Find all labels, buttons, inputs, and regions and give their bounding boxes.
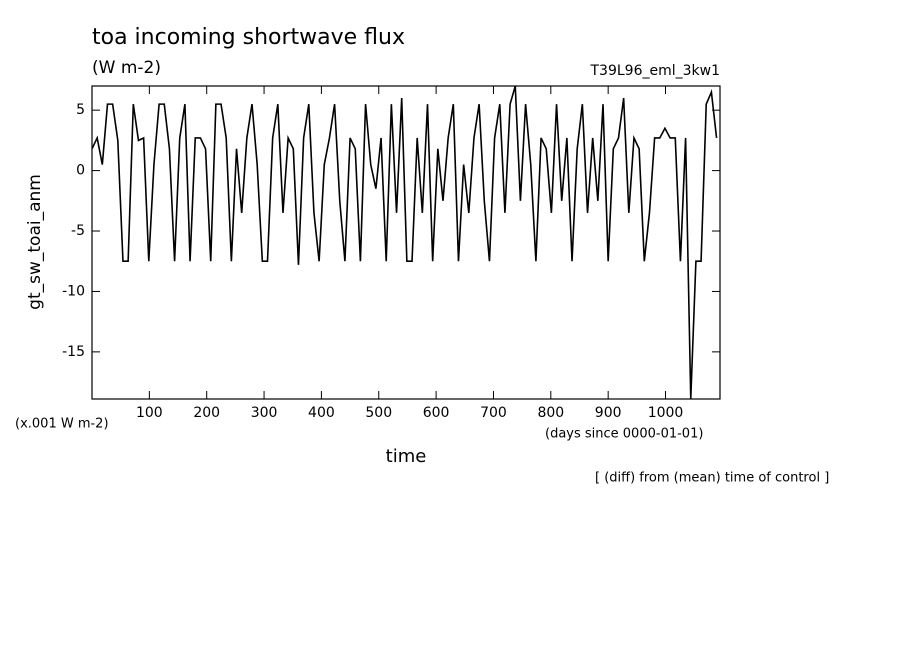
x-tick-label: 800	[537, 405, 564, 421]
x-tick-label: 900	[595, 405, 622, 421]
x-tick-label: 600	[423, 405, 450, 421]
x-tick-label: 400	[308, 405, 335, 421]
y-tick-label: 5	[76, 102, 85, 118]
y-tick-label: -15	[62, 344, 85, 360]
run-label: T39L96_eml_3kw1	[590, 63, 721, 79]
y-tick-label: -5	[71, 223, 85, 239]
y-tick-label: -10	[62, 283, 85, 299]
chart-subtitle: (W m-2)	[92, 58, 161, 78]
x-axis-label: time	[386, 446, 427, 467]
x-unit-label: (days since 0000-01-01)	[545, 427, 703, 442]
x-tick-label: 100	[136, 405, 163, 421]
plot-frame	[91, 85, 721, 400]
x-tick-label: 1000	[648, 405, 684, 421]
data-line	[92, 86, 718, 399]
x-tick-label: 300	[251, 405, 278, 421]
x-tick-label: 700	[480, 405, 507, 421]
annotation: [ (diff) from (mean) time of control ]	[595, 471, 829, 486]
y-unit-label: (x.001 W m-2)	[15, 417, 109, 432]
x-tick-label: 200	[193, 405, 220, 421]
x-tick-label: 500	[365, 405, 392, 421]
y-axis-label: gt_sw_toai_anm	[25, 174, 45, 310]
chart-title: toa incoming shortwave flux	[92, 25, 405, 50]
y-tick-label: 0	[76, 163, 85, 179]
